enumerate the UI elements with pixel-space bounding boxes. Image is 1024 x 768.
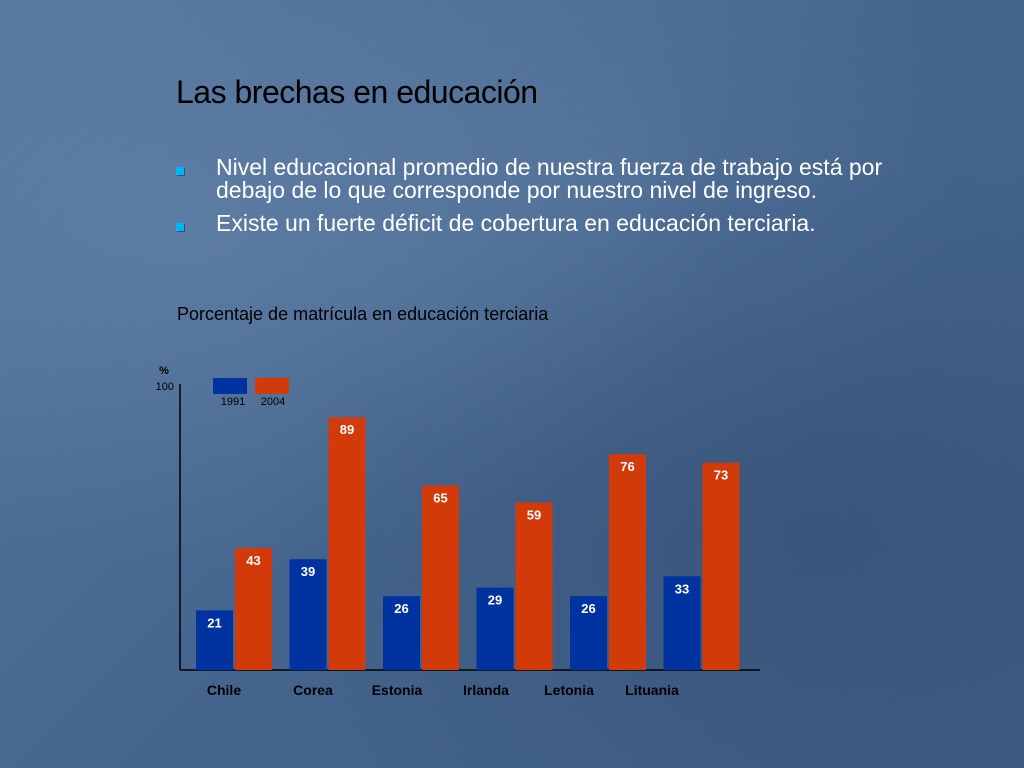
- x-tick-label: Letonia: [544, 682, 594, 698]
- data-label: 43: [246, 553, 260, 568]
- legend-swatch-1991: [213, 378, 247, 394]
- x-tick-label: Corea: [293, 682, 333, 698]
- bar-1991-irlanda: [476, 587, 514, 670]
- bar-2004-corea: [328, 417, 366, 670]
- data-label: 33: [675, 581, 689, 596]
- bullet-list: Nivel educacional promedio de nuestra fu…: [172, 156, 932, 245]
- data-label: 59: [527, 507, 541, 522]
- data-label: 21: [207, 615, 221, 630]
- data-label: 26: [394, 601, 408, 616]
- legend-label-1991: 1991: [221, 396, 245, 408]
- bar-2004-lituania: [702, 462, 740, 670]
- bullet-item: Nivel educacional promedio de nuestra fu…: [172, 156, 932, 202]
- x-tick-label: Lituania: [625, 682, 679, 698]
- slide-title: Las brechas en educación: [176, 74, 538, 110]
- bullet-text: Nivel educacional promedio de nuestra fu…: [216, 154, 883, 203]
- bar-2004-estonia: [422, 485, 459, 670]
- data-label: 29: [488, 593, 502, 608]
- bar-1991-lituania: [663, 576, 701, 670]
- data-label: 76: [620, 459, 634, 474]
- bar-2004-letonia: [609, 454, 646, 670]
- legend-label-2004: 2004: [261, 396, 285, 408]
- bar-1991-estonia: [383, 596, 420, 670]
- bar-1991-letonia: [570, 596, 607, 670]
- data-label: 26: [581, 601, 595, 616]
- y-axis-label: %: [159, 365, 169, 377]
- bar-2004-irlanda: [515, 502, 553, 670]
- legend-swatch-2004: [255, 378, 289, 394]
- square-bullet-icon: [176, 223, 184, 231]
- data-label: 65: [433, 490, 447, 505]
- x-tick-label: Chile: [207, 682, 241, 698]
- square-bullet-icon: [176, 167, 184, 175]
- bar-1991-corea: [289, 559, 327, 670]
- bar-1991-chile: [196, 610, 233, 670]
- data-label: 89: [340, 422, 354, 437]
- data-label: 73: [714, 468, 728, 483]
- bullet-item: Existe un fuerte déficit de cobertura en…: [172, 212, 932, 235]
- chart-title: Porcentaje de matrícula en educación ter…: [177, 304, 549, 324]
- y-tick-label: 100: [156, 381, 174, 393]
- x-tick-label: Irlanda: [463, 682, 509, 698]
- data-label: 39: [301, 564, 315, 579]
- bullet-text: Existe un fuerte déficit de cobertura en…: [216, 210, 816, 236]
- bar-chart: % 100 1991 2004 21 43 39 89 26 65 29 59 26 76 33 73 Chil…: [156, 365, 760, 698]
- bar-2004-chile: [235, 547, 272, 670]
- x-tick-label: Estonia: [372, 682, 423, 698]
